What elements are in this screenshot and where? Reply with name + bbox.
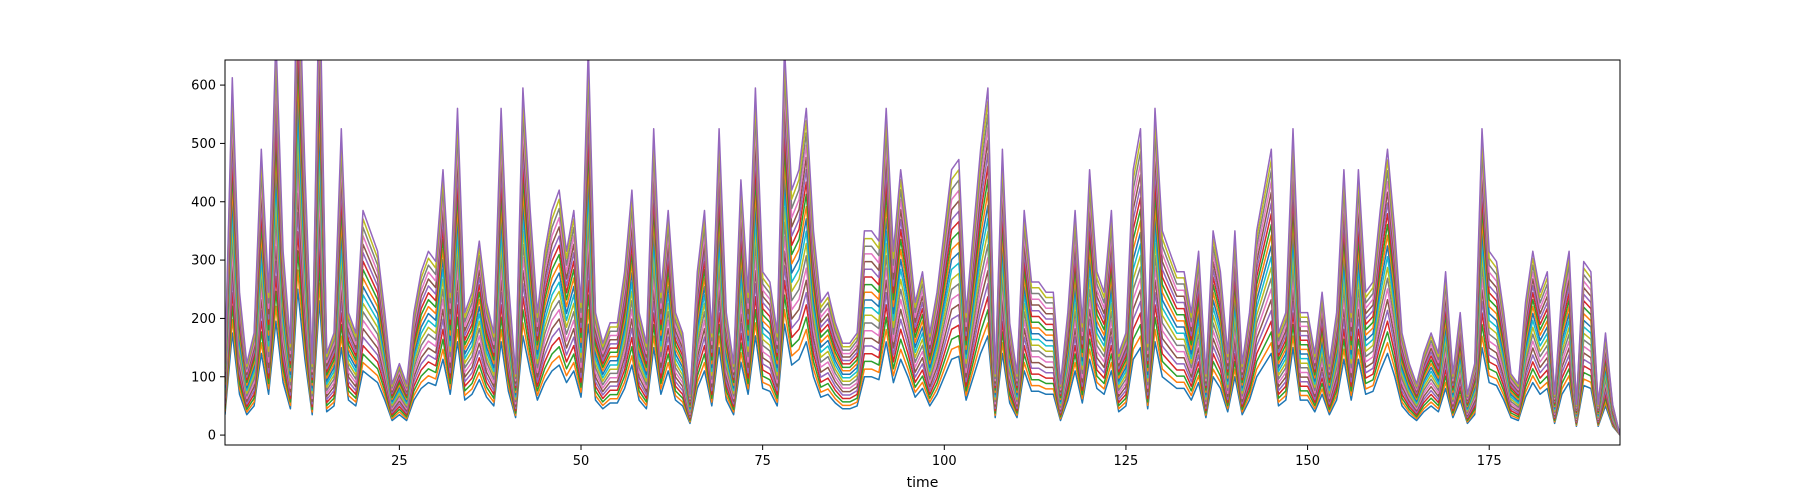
y-tick-label: 300 bbox=[191, 254, 216, 269]
y-axis: 0 100 200 300 400 500 600 bbox=[191, 79, 225, 444]
y-tick-label: 200 bbox=[191, 312, 216, 327]
series-line-2 bbox=[225, 269, 1620, 436]
x-tick-label: 25 bbox=[391, 454, 408, 469]
x-tick-label: 100 bbox=[932, 454, 957, 469]
x-tick-label: 175 bbox=[1477, 454, 1502, 469]
x-axis-title: time bbox=[907, 475, 939, 491]
series-line-5 bbox=[225, 211, 1620, 436]
x-tick-label: 150 bbox=[1295, 454, 1320, 469]
x-tick-label: 50 bbox=[573, 454, 590, 469]
series-line-20 bbox=[225, 60, 1620, 436]
series-line-1 bbox=[225, 288, 1620, 436]
y-tick-label: 500 bbox=[191, 137, 216, 152]
y-tick-label: 400 bbox=[191, 195, 216, 210]
x-tick-label: 125 bbox=[1114, 454, 1139, 469]
x-tick-label: 75 bbox=[754, 454, 771, 469]
series-layer bbox=[225, 60, 1620, 436]
series-line-4 bbox=[225, 230, 1620, 436]
series-line-3 bbox=[225, 250, 1620, 436]
x-axis: 25 50 75 100 125 150 175 bbox=[391, 445, 1502, 469]
series-line-6 bbox=[225, 192, 1620, 436]
plot-frame bbox=[224, 59, 1621, 446]
y-tick-label: 100 bbox=[191, 370, 216, 385]
y-tick-label: 0 bbox=[208, 429, 216, 444]
y-tick-label: 600 bbox=[191, 79, 216, 94]
series-line-7 bbox=[225, 173, 1620, 436]
